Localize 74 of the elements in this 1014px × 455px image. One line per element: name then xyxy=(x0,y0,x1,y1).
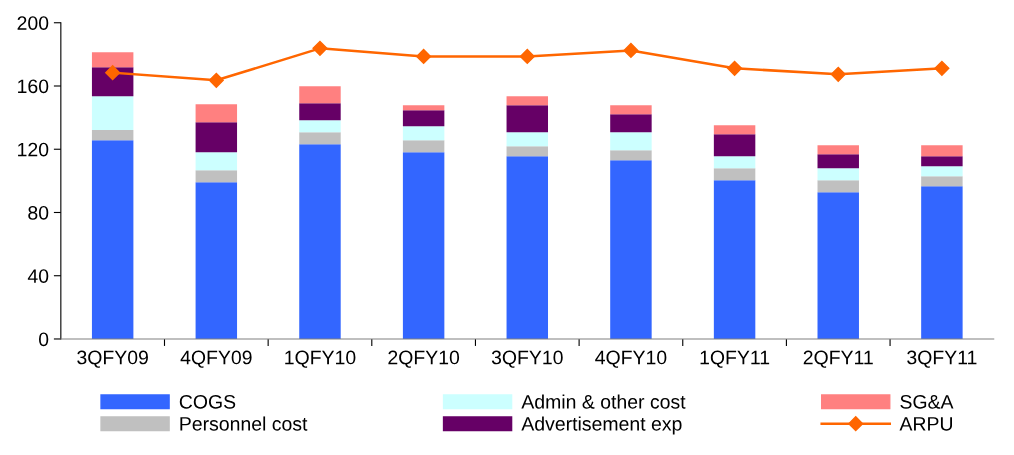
point xyxy=(208,72,224,88)
legend-label: Personnel cost xyxy=(180,416,308,431)
y-tick-label: 0 xyxy=(38,332,49,347)
bar xyxy=(299,144,341,339)
bar xyxy=(402,140,445,153)
point xyxy=(105,65,121,81)
bar xyxy=(921,176,963,187)
bar xyxy=(506,96,549,106)
x-tick-label: 1QFY10 xyxy=(285,350,356,368)
bar xyxy=(713,180,756,339)
bar xyxy=(610,114,652,133)
y-tick-label: 160 xyxy=(18,79,49,94)
bar xyxy=(921,186,963,339)
point xyxy=(934,60,950,76)
bar xyxy=(402,152,445,339)
bar xyxy=(610,105,652,115)
bar xyxy=(91,96,134,130)
bar xyxy=(506,146,549,157)
bar xyxy=(506,105,549,133)
legend-label: COGS xyxy=(179,394,236,409)
bar xyxy=(610,160,652,339)
legend-label: ARPU xyxy=(899,417,952,431)
bar xyxy=(195,152,238,171)
bar xyxy=(610,132,652,151)
point xyxy=(623,42,639,58)
bar xyxy=(713,134,756,157)
point xyxy=(830,66,846,82)
x-tick-label: 2QFY10 xyxy=(388,350,460,368)
bar xyxy=(195,182,238,339)
x-tick-label: 3QFY11 xyxy=(907,350,977,368)
point xyxy=(519,48,535,64)
bar xyxy=(299,86,341,104)
bar xyxy=(299,120,341,133)
point xyxy=(416,48,432,64)
bar xyxy=(713,156,756,169)
legend-label: Advertisement exp xyxy=(521,416,682,435)
legend-label: Admin & other cost xyxy=(521,394,686,409)
bar xyxy=(402,126,445,141)
point xyxy=(727,60,743,76)
legend-label: SG&A xyxy=(900,394,954,409)
bar xyxy=(610,150,652,161)
bar xyxy=(817,168,859,181)
bar xyxy=(921,156,963,167)
bar xyxy=(921,166,963,177)
x-tick-label: 3QFY09 xyxy=(77,350,148,368)
y-tick-label: 40 xyxy=(27,269,49,283)
bar xyxy=(195,122,238,153)
bar xyxy=(195,104,238,123)
bar xyxy=(91,140,134,339)
bar xyxy=(91,129,134,141)
x-tick-label: 1QFY11 xyxy=(700,350,770,368)
bar xyxy=(817,145,859,155)
bar xyxy=(921,145,963,157)
bar xyxy=(506,132,549,147)
bar xyxy=(817,192,859,339)
x-tick-label: 2QFY11 xyxy=(803,350,873,368)
bar xyxy=(713,125,756,135)
point xyxy=(312,40,328,56)
y-tick-label: 200 xyxy=(17,16,49,30)
bar xyxy=(299,103,341,121)
bar xyxy=(299,132,341,145)
x-tick-label: 3QFY10 xyxy=(491,350,563,368)
bar xyxy=(402,105,445,111)
bar xyxy=(195,170,238,183)
bar xyxy=(506,156,549,339)
bar xyxy=(713,168,756,181)
y-tick-label: 120 xyxy=(18,142,49,157)
bar xyxy=(817,180,859,193)
bar xyxy=(817,154,859,169)
x-tick-label: 4QFY09 xyxy=(180,350,252,368)
y-tick-label: 80 xyxy=(28,205,49,220)
bar xyxy=(402,110,445,127)
x-tick-label: 4QFY10 xyxy=(595,350,667,368)
bar xyxy=(91,52,134,68)
